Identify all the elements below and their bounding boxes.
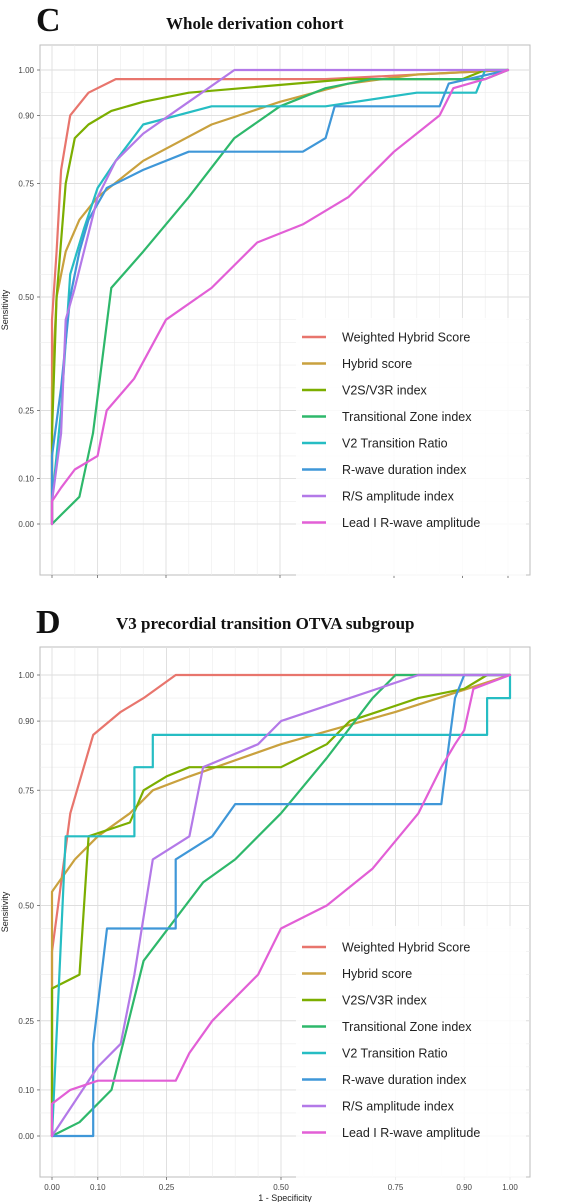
legend-label: Hybrid score [342, 967, 412, 981]
legend-background [296, 318, 526, 576]
legend-label: R/S amplitude index [342, 490, 455, 504]
y-tick-label: 1.00 [18, 66, 34, 75]
panel-letter: D [36, 604, 61, 641]
legend-label: R-wave duration index [342, 463, 467, 477]
y-tick-label: 1.00 [18, 671, 34, 680]
y-tick-label: 0.10 [18, 1086, 34, 1095]
x-axis-label: 1 - Specificity [258, 1193, 312, 1202]
y-tick-label: 0.10 [18, 475, 34, 484]
y-axis-label: Sensitivity [0, 891, 10, 932]
series-line-6 [50, 673, 512, 1138]
series-lines [50, 68, 510, 526]
y-axis-label: Sensitivity [0, 289, 10, 330]
y-tick-label: 0.50 [18, 902, 34, 911]
y-tick-label: 0.75 [18, 180, 34, 189]
legend-label: Lead I R-wave amplitude [342, 516, 480, 530]
chart-title: V3 precordial transition OTVA subgroup [116, 614, 415, 633]
legend-label: Weighted Hybrid Score [342, 331, 470, 345]
legend-label: V2S/V3R index [342, 994, 428, 1008]
legend-label: R-wave duration index [342, 1073, 467, 1087]
series-line-4 [50, 68, 510, 526]
legend-label: Hybrid score [342, 357, 412, 371]
legend-label: Weighted Hybrid Score [342, 941, 470, 955]
y-tick-label: 0.25 [18, 1017, 34, 1026]
panel-letter: C [36, 2, 61, 39]
roc-chart-v3-subgroup: 0.00 0.10 0.25 0.50 0.75 0.90 1.00 0.00 0.10 0.25… [0, 646, 531, 1202]
x-tick-label: 0.25 [159, 1183, 175, 1192]
series-line-7 [50, 673, 512, 1138]
panel-c: C Whole derivation cohort 0.00 0.10 0.25 0.… [0, 0, 561, 585]
legend-label: V2S/V3R index [342, 384, 428, 398]
legend-label: Lead I R-wave amplitude [342, 1126, 480, 1140]
series-line-1 [50, 68, 510, 526]
chart-title: Whole derivation cohort [166, 14, 344, 33]
y-tick-label: 0.50 [18, 293, 34, 302]
x-tick-label: 0.10 [90, 1183, 106, 1192]
series-line-1 [50, 673, 512, 1138]
roc-chart-whole-cohort: 0.000.100.250.500.750.901.000.000.100.25… [0, 44, 531, 578]
y-tick-label: 0.90 [18, 111, 34, 120]
series-line-3 [50, 673, 512, 1138]
series-line-8 [50, 673, 512, 1138]
legend: Weighted Hybrid Score Hybrid score V2S/V3R… [296, 926, 526, 1184]
x-tick-label: 0.75 [388, 1183, 404, 1192]
x-tick-label: 0.00 [44, 1183, 60, 1192]
legend-label: V2 Transition Ratio [342, 437, 448, 451]
y-tick-label: 0.00 [18, 1132, 34, 1141]
y-tick-label: 0.25 [18, 407, 34, 416]
legend-background [296, 926, 526, 1184]
x-tick-label: 1.00 [502, 1183, 518, 1192]
series-line-7 [50, 68, 510, 526]
legend: Weighted Hybrid Score Hybrid score V2S/V3R… [296, 318, 526, 576]
y-tick-label: 0.00 [18, 520, 34, 529]
legend-label: V2 Transition Ratio [342, 1047, 448, 1061]
series-line-4 [50, 673, 512, 1138]
legend-label: Transitional Zone index [342, 410, 472, 424]
panel-d: D V3 precordial transition OTVA subgroup… [0, 600, 561, 1202]
x-tick-label: 0.90 [456, 1183, 472, 1192]
legend-label: R/S amplitude index [342, 1100, 455, 1114]
y-tick-label: 0.90 [18, 717, 34, 726]
y-tick-label: 0.75 [18, 786, 34, 795]
legend-label: Transitional Zone index [342, 1020, 472, 1034]
x-tick-label: 0.50 [273, 1183, 289, 1192]
series-line-8 [50, 68, 510, 526]
series-line-5 [50, 673, 512, 1138]
series-lines [50, 673, 512, 1138]
